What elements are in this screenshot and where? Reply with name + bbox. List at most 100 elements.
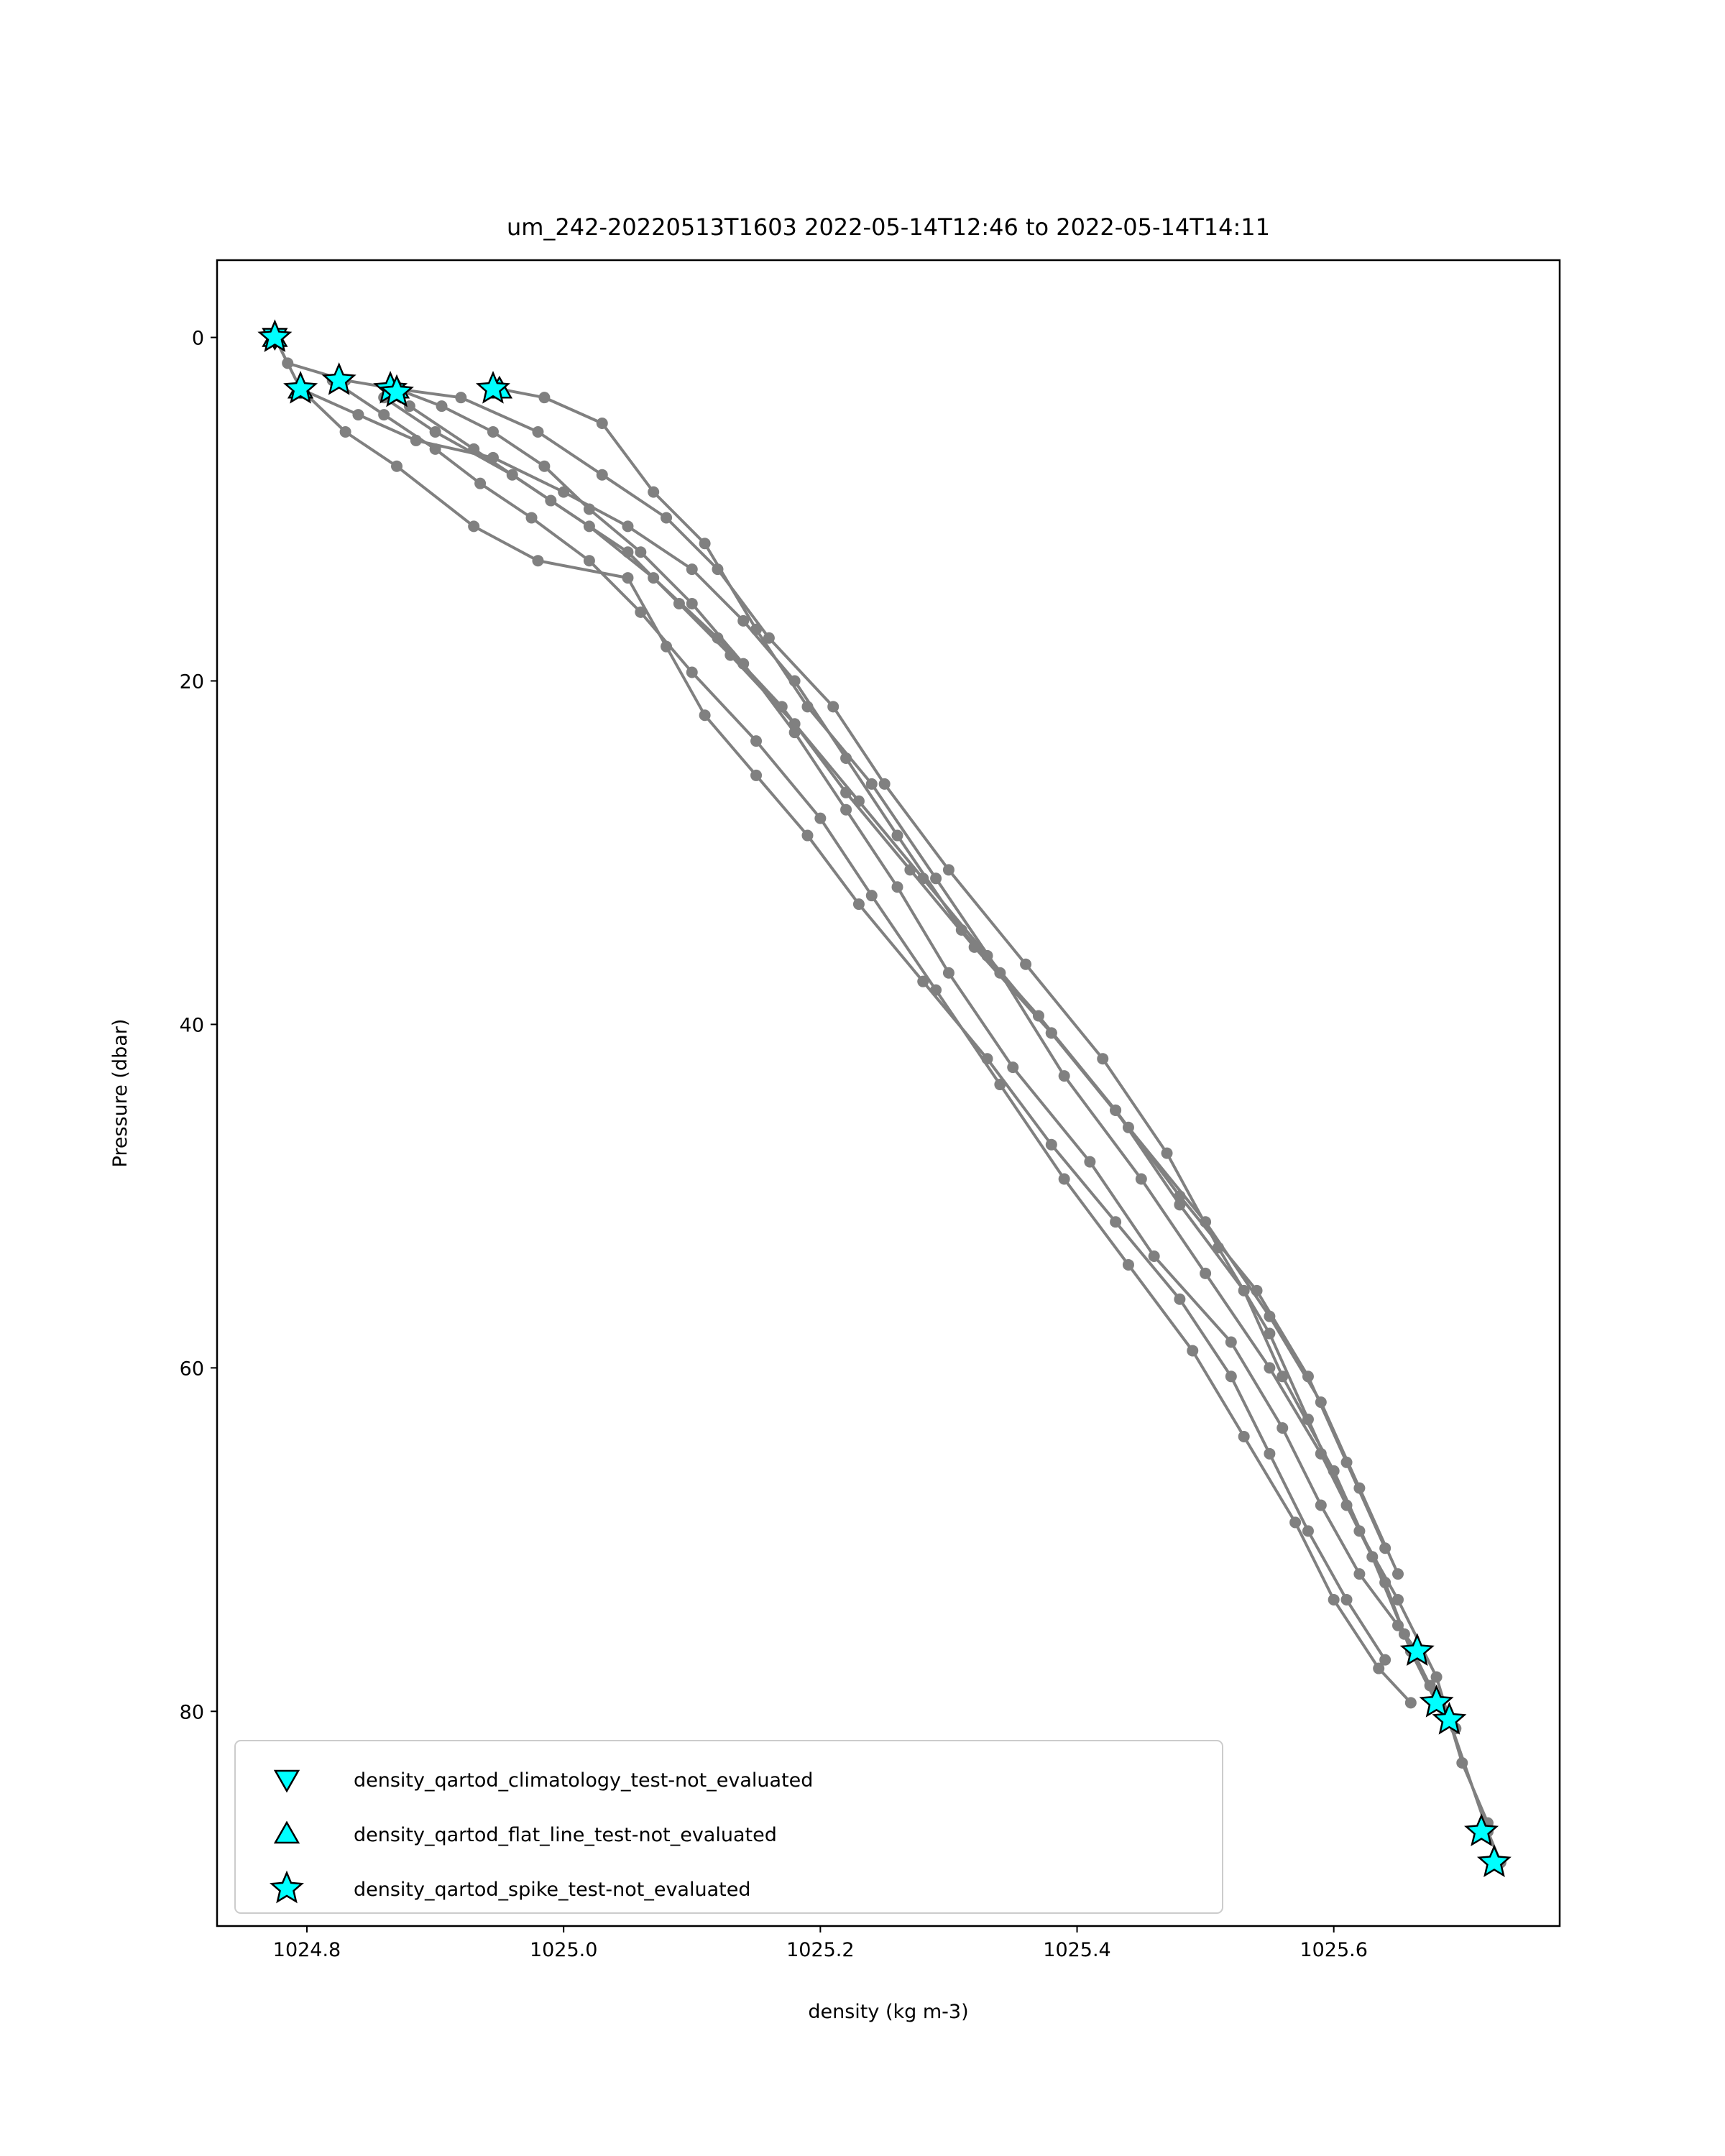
chart-title: um_242-20220513T1603 2022-05-14T12:46 to… — [507, 213, 1270, 241]
data-point — [1302, 1525, 1314, 1537]
data-point — [596, 469, 608, 481]
data-point — [352, 409, 364, 421]
star-marker — [1476, 1844, 1512, 1878]
series-line — [396, 387, 1419, 1652]
data-point — [1225, 1370, 1237, 1383]
data-point — [1264, 1362, 1276, 1374]
data-point — [1302, 1370, 1314, 1383]
data-point — [1045, 1138, 1057, 1151]
data-point — [403, 400, 415, 413]
y-tick-label: 80 — [180, 1701, 204, 1723]
data-point — [487, 425, 499, 438]
data-point — [596, 418, 608, 430]
data-point — [1340, 1593, 1353, 1606]
data-point — [622, 520, 634, 533]
data-point — [622, 546, 634, 558]
star-marker — [475, 370, 510, 404]
data-point — [852, 898, 865, 911]
y-tick-label: 60 — [180, 1358, 204, 1380]
data-point — [788, 718, 801, 730]
data-point — [1084, 1156, 1096, 1168]
data-point — [942, 967, 954, 979]
data-point — [1097, 1053, 1109, 1065]
data-point — [852, 795, 865, 807]
x-tick-label: 1025.0 — [530, 1939, 597, 1961]
data-point — [1122, 1258, 1134, 1271]
star-marker — [1432, 1702, 1467, 1735]
data-point — [378, 409, 390, 421]
data-point — [686, 597, 698, 609]
data-point — [1045, 1027, 1057, 1039]
data-point — [525, 512, 538, 524]
data-point — [1238, 1284, 1250, 1296]
series-line — [408, 405, 1386, 1549]
y-tick-label: 20 — [180, 671, 204, 693]
series-line — [273, 336, 1502, 1864]
plot-lines — [269, 331, 1506, 1869]
data-point — [686, 666, 698, 678]
data-point — [750, 623, 763, 635]
data-point — [545, 494, 557, 507]
legend-box — [234, 1740, 1223, 1914]
data-point — [1379, 1654, 1392, 1666]
data-point — [1020, 958, 1032, 970]
data-point — [622, 572, 634, 584]
data-point — [1058, 1070, 1070, 1082]
data-point — [1187, 1345, 1199, 1357]
y-axis: 0 20 40 60 80 — [180, 328, 217, 1723]
data-point — [801, 829, 814, 842]
data-point — [538, 460, 551, 472]
data-point — [1200, 1267, 1212, 1279]
y-tick-label: 0 — [192, 328, 204, 350]
data-point — [827, 701, 840, 713]
data-point — [699, 538, 711, 550]
data-point — [1315, 1447, 1327, 1460]
data-point — [1110, 1104, 1122, 1116]
data-point — [1174, 1293, 1186, 1305]
data-point — [865, 778, 878, 790]
legend-triangle-down-icon — [273, 1769, 300, 1793]
data-point — [1225, 1336, 1237, 1348]
data-point — [1353, 1525, 1366, 1537]
data-point — [661, 640, 673, 653]
data-point — [1353, 1568, 1366, 1580]
data-point — [891, 829, 903, 842]
data-point — [1238, 1430, 1250, 1442]
data-point — [1007, 1061, 1019, 1074]
data-point — [1315, 1499, 1327, 1511]
legend-entry-label: density_qartod_climatology_test-not_eval… — [354, 1769, 813, 1792]
data-point — [942, 864, 954, 876]
legend-triangle-up-icon — [273, 1820, 300, 1844]
data-point — [583, 555, 595, 567]
star-marker — [257, 319, 293, 352]
data-point — [468, 520, 480, 533]
data-point — [1110, 1216, 1122, 1228]
legend-star-icon — [270, 1870, 304, 1904]
data-point — [1174, 1190, 1186, 1202]
data-point — [1373, 1662, 1385, 1674]
data-point — [583, 503, 595, 515]
data-point — [532, 555, 544, 567]
data-point — [1251, 1284, 1263, 1296]
y-axis-label: Pressure (dbar) — [109, 1019, 132, 1168]
series-line — [499, 387, 1489, 1824]
data-point — [436, 400, 448, 413]
data-point — [455, 392, 467, 404]
data-point — [429, 443, 441, 455]
data-point — [1379, 1542, 1392, 1554]
data-point — [1264, 1327, 1276, 1340]
data-point — [1456, 1756, 1468, 1769]
plot-markers — [257, 319, 1512, 1878]
data-point — [865, 890, 878, 902]
data-point — [750, 735, 763, 747]
data-point — [532, 425, 544, 438]
plot-frame — [216, 259, 1561, 1927]
data-point — [1264, 1447, 1276, 1460]
data-point — [391, 460, 403, 472]
y-tick-label: 40 — [180, 1014, 204, 1036]
legend-entry-label: density_qartod_flat_line_test-not_evalua… — [354, 1824, 777, 1846]
data-point — [686, 563, 698, 576]
data-point — [801, 701, 814, 713]
data-point — [635, 546, 647, 558]
